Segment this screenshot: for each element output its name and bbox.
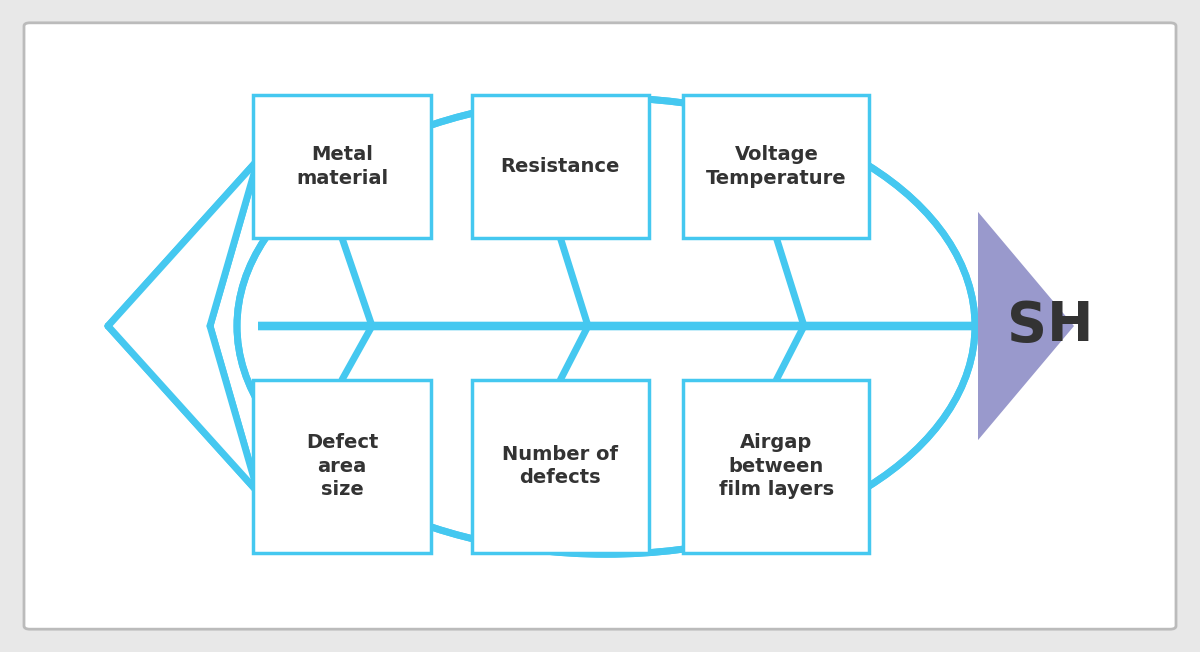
FancyBboxPatch shape: [24, 23, 1176, 629]
Text: Voltage
Temperature: Voltage Temperature: [706, 145, 847, 188]
FancyBboxPatch shape: [253, 95, 431, 238]
FancyBboxPatch shape: [253, 379, 431, 553]
Ellipse shape: [242, 104, 970, 548]
Polygon shape: [108, 160, 258, 326]
Polygon shape: [978, 212, 1074, 440]
Polygon shape: [108, 326, 258, 492]
FancyBboxPatch shape: [472, 379, 649, 553]
FancyBboxPatch shape: [472, 95, 649, 238]
FancyBboxPatch shape: [684, 95, 870, 238]
Polygon shape: [108, 160, 258, 326]
Text: Metal
material: Metal material: [296, 145, 388, 188]
Text: Resistance: Resistance: [500, 156, 620, 176]
Text: Defect
area
size: Defect area size: [306, 433, 378, 499]
Text: Airgap
between
film layers: Airgap between film layers: [719, 433, 834, 499]
FancyBboxPatch shape: [684, 379, 870, 553]
Polygon shape: [108, 326, 258, 492]
Text: SH: SH: [1007, 299, 1093, 353]
Text: Number of
defects: Number of defects: [503, 445, 618, 488]
